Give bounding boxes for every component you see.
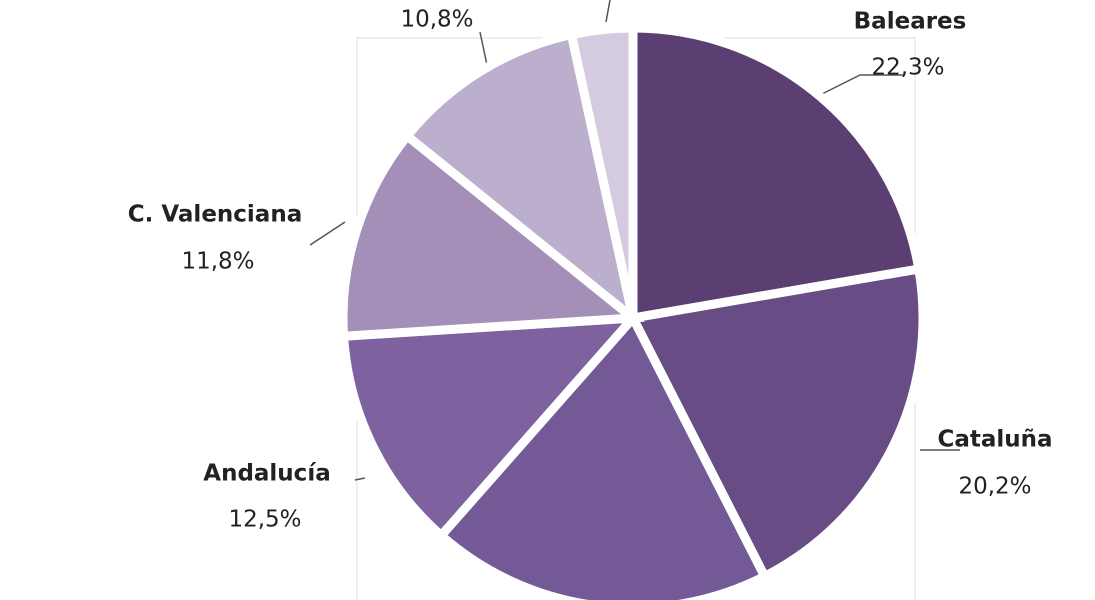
category-label: Baleares [854,9,967,35]
category-label: C. Valenciana [128,202,302,228]
data-label: 22,3% [871,55,944,81]
pie-slice [338,312,644,542]
pie-slice [626,263,928,583]
data-label: 11,8% [181,249,254,275]
pie-slice [434,310,771,600]
data-label: 12,5% [228,507,301,533]
category-label: Cataluña [937,427,1052,453]
category-label: Andalucía [203,461,330,487]
pie-slice [400,29,641,330]
pie-slice [566,23,638,319]
leader-lines [309,0,960,481]
data-label: 10,8% [400,7,473,33]
pie-slice [338,129,645,341]
pie-slice [628,23,925,324]
data-label: 20,2% [958,474,1031,500]
